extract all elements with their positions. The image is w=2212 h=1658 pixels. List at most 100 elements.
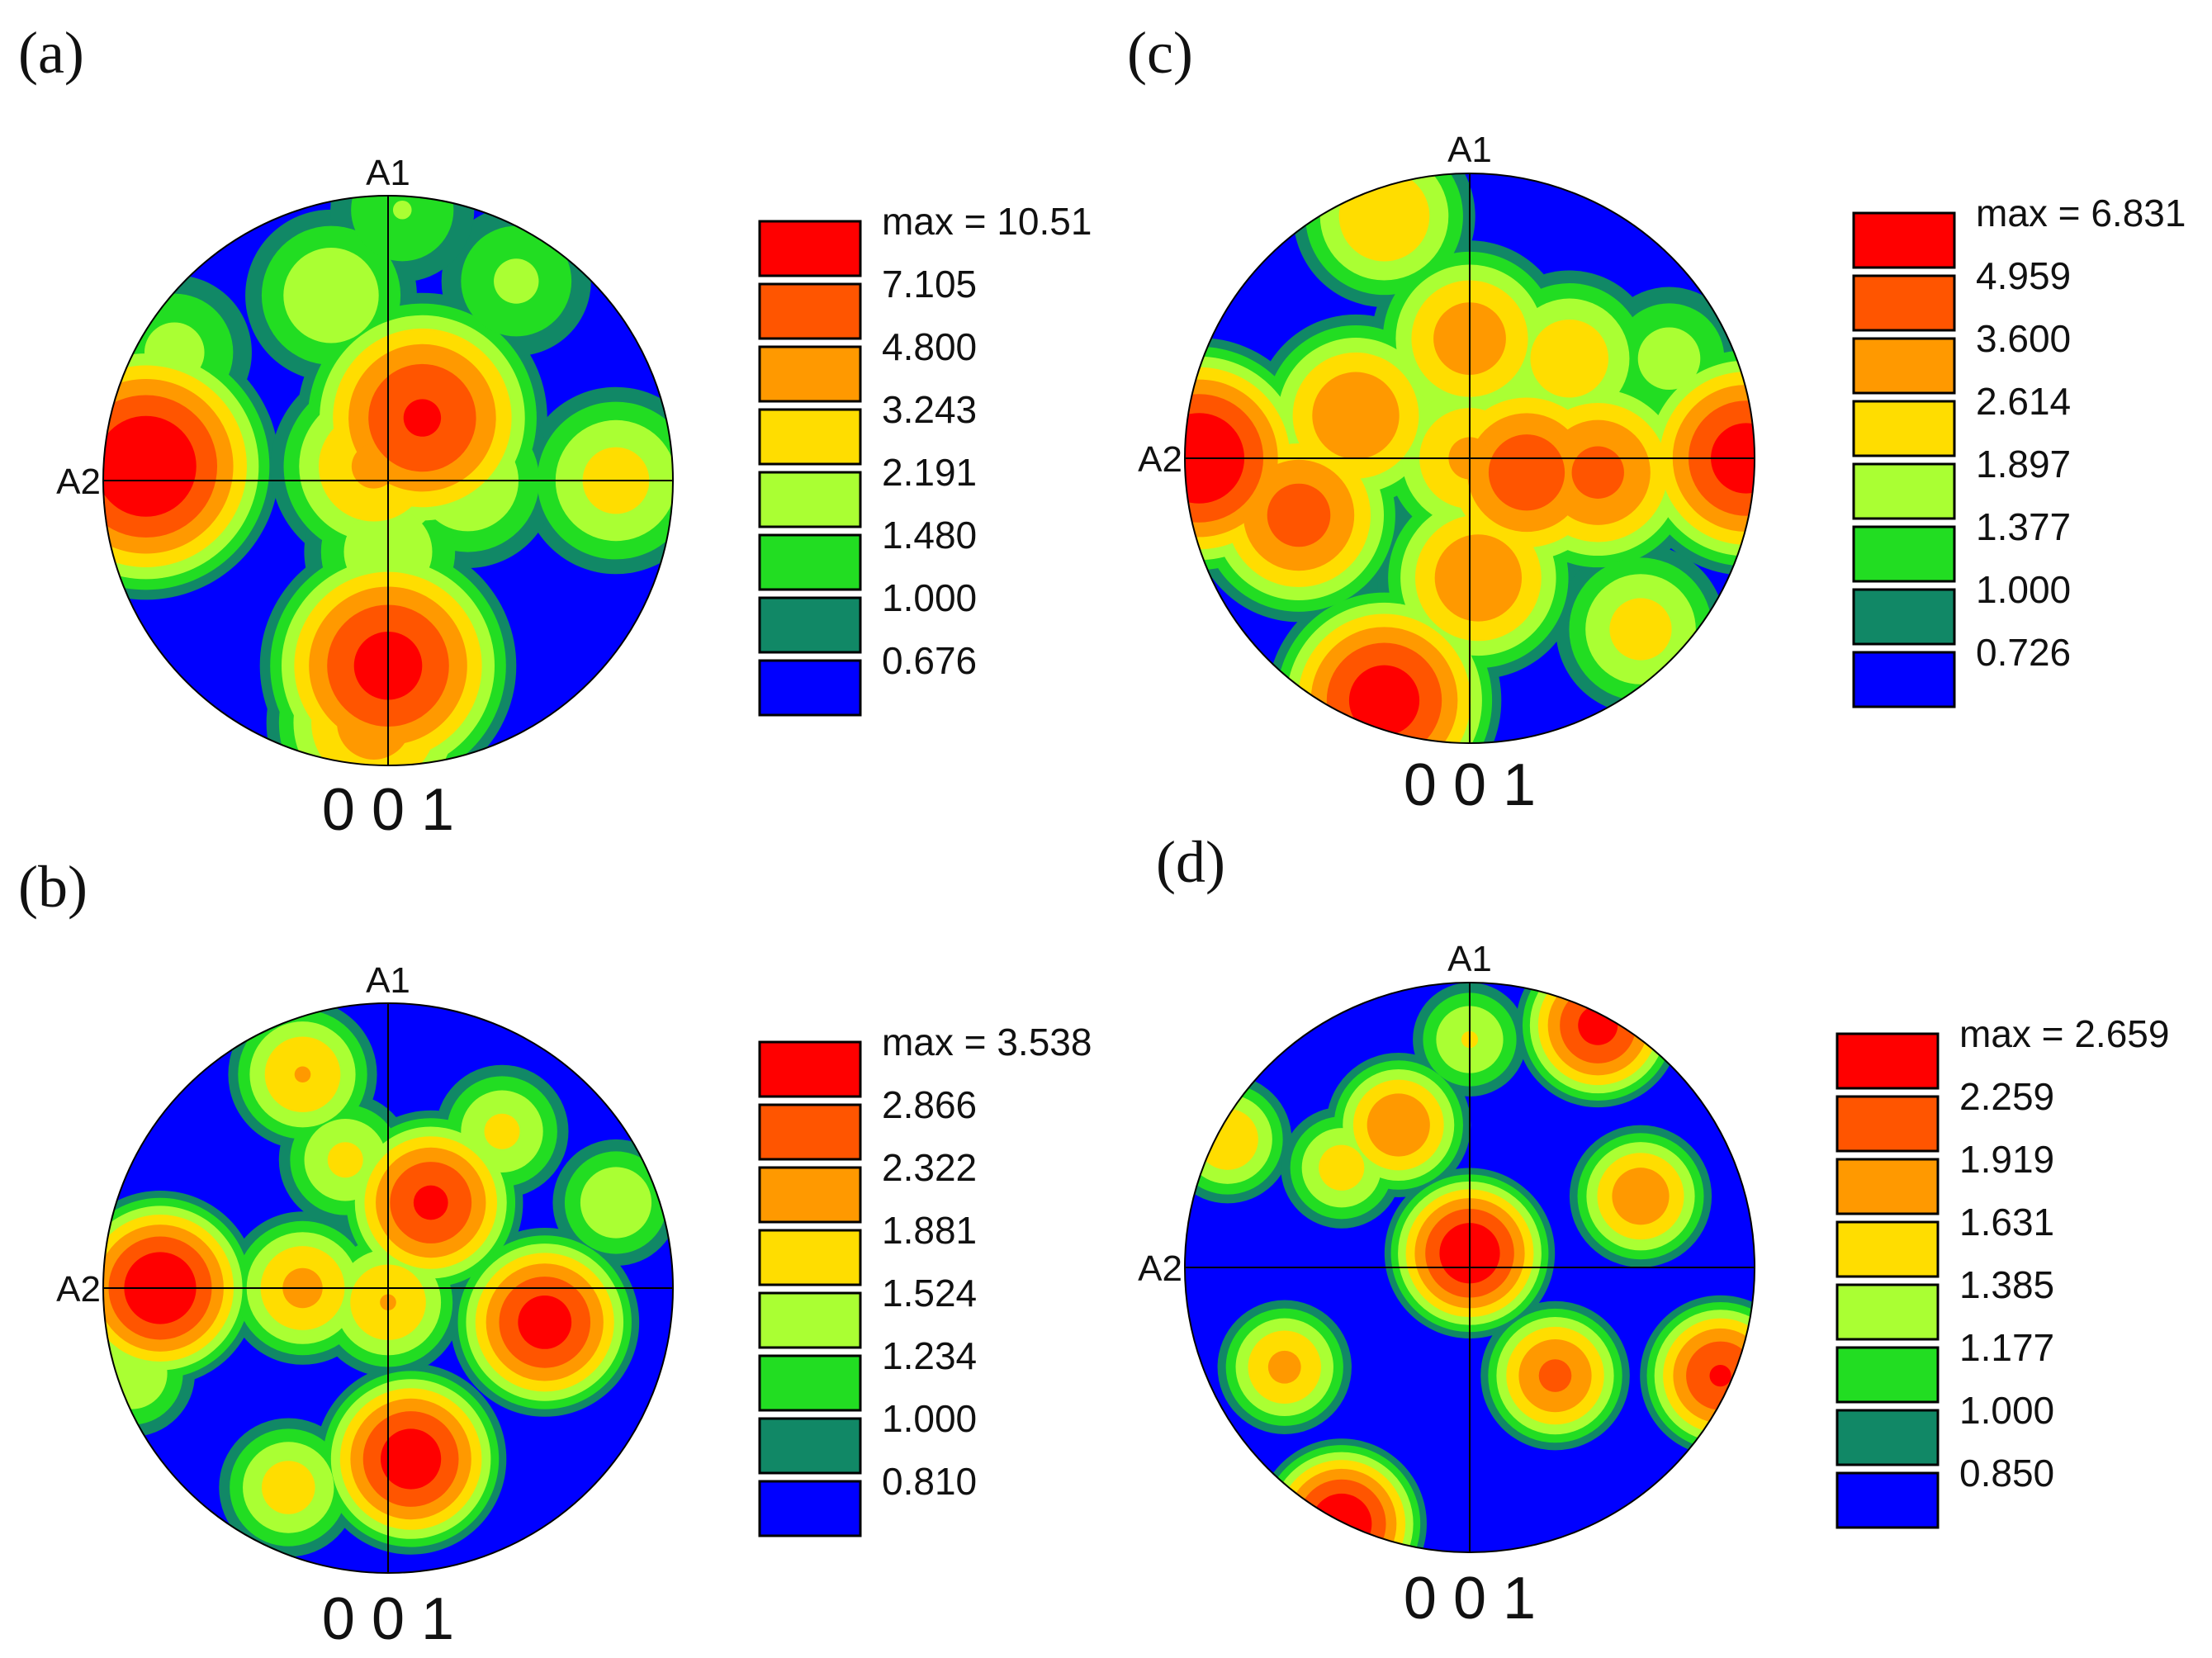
legend-max-label: max = 10.51 <box>882 200 1092 243</box>
contour-band <box>1709 1365 1731 1387</box>
legend-swatch <box>1835 1471 1940 1529</box>
legend-level-label: 1.881 <box>882 1209 977 1252</box>
legend-level-label: 1.919 <box>1959 1138 2054 1181</box>
contour-band <box>413 1185 448 1220</box>
contour-map <box>1185 173 1755 743</box>
panel-b: (b) A1 A2 0 0 1 max = 3.538 2.866 2.322 1.… <box>18 854 1092 1652</box>
legend-level-label: 4.959 <box>1976 254 2071 297</box>
legend-level-label: 0.850 <box>1959 1452 2054 1495</box>
contour-band <box>327 1142 363 1178</box>
contour-band <box>494 258 539 304</box>
legend-max-label: max = 6.831 <box>1976 192 2186 234</box>
legend-swatch <box>1835 1032 1940 1090</box>
legend-swatch <box>758 1417 862 1475</box>
legend-swatch <box>1852 651 1956 708</box>
legend-level-label: 1.234 <box>882 1334 977 1377</box>
contour-band <box>283 248 379 343</box>
legend-level-label: 3.600 <box>1976 317 2071 360</box>
legend-level-label: 1.377 <box>1976 505 2071 548</box>
panel-label: (a) <box>18 20 84 86</box>
color-legend: max = 10.51 7.105 4.800 3.243 2.191 1.480 1.0… <box>758 200 1092 717</box>
legend-swatch <box>1835 1220 1940 1278</box>
legend-swatch <box>758 1103 862 1161</box>
legend-level-label: 1.524 <box>882 1272 977 1315</box>
legend-swatch <box>1835 1346 1940 1404</box>
legend-level-label: 1.480 <box>882 514 977 557</box>
legend-swatch <box>758 282 862 340</box>
contour-band <box>1434 534 1523 622</box>
contour-band <box>1296 1479 1386 1552</box>
color-legend: max = 3.538 2.866 2.322 1.881 1.524 1.234 1.0… <box>758 1021 1092 1537</box>
legend-level-label: 2.614 <box>1976 380 2071 423</box>
color-legend: max = 6.831 4.959 3.600 2.614 1.897 1.377 1.0… <box>1852 192 2186 708</box>
contour-band <box>484 1113 520 1149</box>
legend-level-label: 1.000 <box>1959 1389 2054 1432</box>
legend-level-label: 2.191 <box>882 451 977 494</box>
legend-level-label: 1.000 <box>1976 568 2071 611</box>
legend-level-label: 0.810 <box>882 1460 977 1503</box>
contour-band <box>294 1066 311 1083</box>
contour-band <box>1367 1093 1430 1157</box>
axis-label-a2: A2 <box>1138 439 1182 480</box>
contour-band <box>1488 434 1565 511</box>
contour-band <box>392 200 412 220</box>
contour-band <box>518 1296 572 1349</box>
contour-band <box>1348 665 1420 736</box>
contour-band <box>403 399 442 437</box>
legend-level-label: 2.322 <box>882 1146 977 1189</box>
legend-swatch <box>758 1040 862 1098</box>
legend-swatch <box>758 533 862 591</box>
legend-max-label: max = 2.659 <box>1959 1012 2169 1055</box>
axis-label-a2: A2 <box>56 462 101 502</box>
legend-swatch <box>758 408 862 466</box>
legend-swatch <box>758 1229 862 1286</box>
contour-band <box>580 1167 652 1239</box>
panel-c: (c) A1 A2 0 0 1 max = 6.831 4.959 3.600 2.… <box>1127 20 2186 818</box>
legend-swatch <box>1852 462 1956 520</box>
contour-band <box>1637 327 1701 391</box>
contour-map <box>103 196 673 765</box>
contour-band <box>381 1428 442 1490</box>
legend-level-label: 1.000 <box>882 576 977 619</box>
contour-band <box>1338 173 1430 262</box>
legend-level-label: 1.631 <box>1959 1201 2054 1244</box>
legend-swatch <box>1835 1095 1940 1153</box>
contour-map <box>103 1003 673 1573</box>
legend-swatch <box>758 596 862 654</box>
legend-swatch <box>1835 1283 1940 1341</box>
legend-level-label: 4.800 <box>882 325 977 368</box>
contour-band <box>1312 372 1400 459</box>
contour-band <box>1267 1350 1301 1384</box>
legend-swatch <box>1835 1158 1940 1215</box>
legend-level-label: 2.259 <box>1959 1075 2054 1118</box>
legend-swatch <box>758 1480 862 1537</box>
pole-figure-label: 0 0 1 <box>322 777 454 843</box>
legend-swatch <box>758 345 862 403</box>
legend-swatch <box>1852 337 1956 395</box>
axis-label-a1: A1 <box>366 153 410 193</box>
legend-level-label: 1.000 <box>882 1397 977 1440</box>
contour-band <box>261 1461 315 1514</box>
contour-band <box>1538 1359 1572 1392</box>
contour-band <box>1609 598 1672 661</box>
contour-band <box>1578 1005 1618 1045</box>
contour-band <box>1267 483 1331 547</box>
legend-level-label: 1.385 <box>1959 1263 2054 1306</box>
legend-level-label: 7.105 <box>882 263 977 306</box>
contour-band <box>1319 1144 1365 1191</box>
legend-swatch <box>1852 400 1956 457</box>
legend-level-label: 1.897 <box>1976 443 2071 486</box>
contour-band <box>1311 1493 1372 1552</box>
pole-figure-label: 0 0 1 <box>1404 752 1536 818</box>
axis-label-a2: A2 <box>56 1269 101 1310</box>
legend-swatch <box>758 220 862 277</box>
pole-figure-label: 0 0 1 <box>1404 1566 1536 1632</box>
contour-band <box>1530 319 1609 398</box>
axis-label-a2: A2 <box>1138 1248 1182 1289</box>
legend-swatch <box>758 1354 862 1412</box>
legend-max-label: max = 3.538 <box>882 1021 1092 1063</box>
contour-band <box>103 415 197 517</box>
axis-label-a1: A1 <box>1447 939 1492 979</box>
panel-d: (d) A1 A2 0 0 1 max = 2.659 2.259 1.919 1.… <box>1138 829 2169 1632</box>
